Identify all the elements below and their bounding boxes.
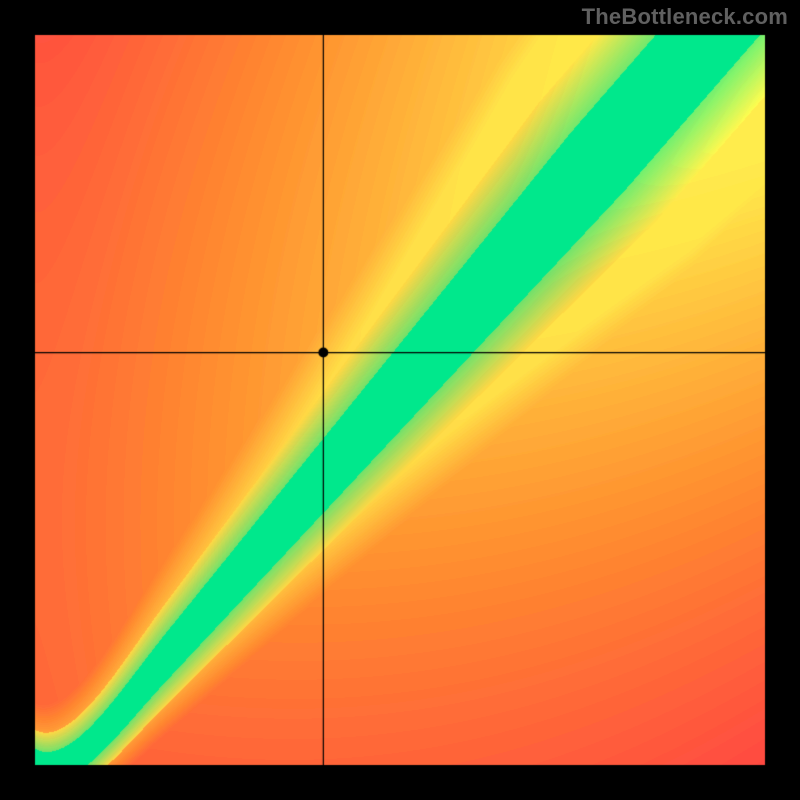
watermark-text: TheBottleneck.com xyxy=(582,4,788,30)
heatmap-canvas xyxy=(0,0,800,800)
chart-container: TheBottleneck.com xyxy=(0,0,800,800)
